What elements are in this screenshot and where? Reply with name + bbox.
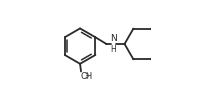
- Text: CH: CH: [80, 72, 92, 81]
- Text: H: H: [110, 45, 116, 54]
- Text: 3: 3: [84, 73, 88, 79]
- Text: N: N: [110, 34, 116, 43]
